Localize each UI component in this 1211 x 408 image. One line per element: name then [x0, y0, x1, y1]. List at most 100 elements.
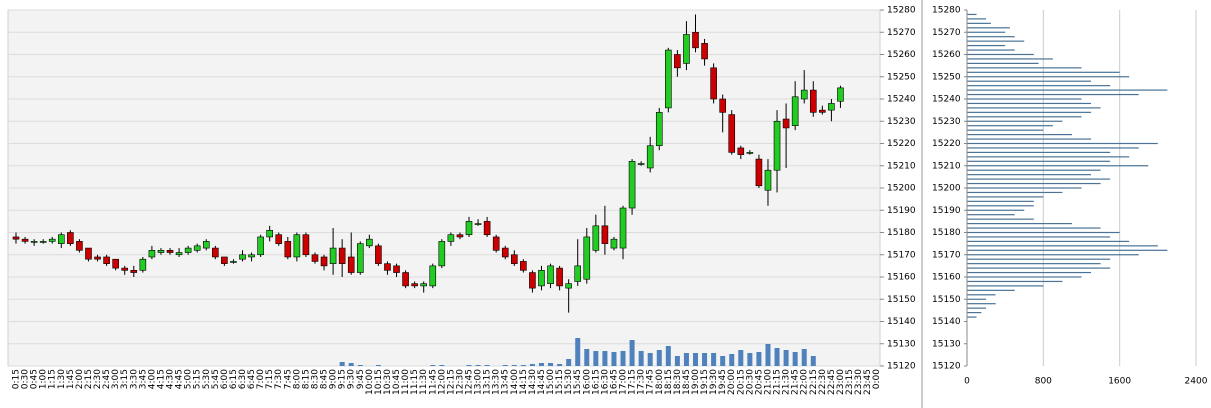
y-tick-label: 15220: [932, 139, 961, 149]
candle-body: [293, 234, 301, 258]
x-tick-label: 23:15: [845, 369, 855, 395]
candle-body: [21, 238, 29, 242]
x-tick-label: 7:15: [265, 369, 275, 389]
x-tick-label: 4:45: [175, 369, 185, 389]
candle-body: [94, 256, 101, 260]
x-tick-label: 7:00: [256, 369, 266, 389]
candle-body: [710, 67, 717, 100]
volume-bar: [566, 359, 572, 366]
x-tick-label: 19:30: [709, 369, 719, 395]
x-tick-label: 20:45: [754, 369, 764, 395]
x-tick-label: 0: [964, 377, 970, 387]
x-tick-label: 15:30: [564, 369, 574, 395]
x-tick-label: 14:30: [528, 369, 538, 395]
volume-bar: [430, 365, 436, 366]
profile-bar: [967, 18, 987, 20]
profile-bar: [967, 254, 1139, 256]
x-tick-label: 22:30: [818, 369, 828, 395]
volume-bar: [693, 353, 698, 366]
profile-bar: [967, 71, 1120, 73]
volume-bar: [529, 364, 535, 366]
x-tick-label: 23:45: [863, 369, 873, 395]
candle-body: [112, 258, 119, 269]
candle-body: [230, 261, 237, 263]
candle-body: [139, 258, 147, 271]
volume-bar: [774, 348, 780, 366]
x-tick-label: 2:30: [93, 369, 103, 389]
candle-body: [375, 245, 382, 264]
candle-body: [239, 254, 246, 260]
profile-bar: [967, 307, 987, 309]
x-tick-label: 8:45: [320, 369, 330, 389]
candle-body: [248, 254, 255, 258]
candle-body: [773, 120, 781, 171]
x-tick-label: 19:15: [700, 369, 710, 395]
profile-bar: [967, 200, 1034, 202]
x-tick-label: 2:15: [84, 369, 94, 389]
volume-bar: [665, 346, 671, 366]
profile-bar: [967, 160, 1111, 162]
candle-body: [483, 221, 491, 236]
volume-bar: [638, 351, 644, 366]
x-tick-label: 19:00: [691, 369, 701, 395]
x-tick-label: 14:00: [510, 369, 520, 395]
candle-body: [692, 31, 699, 49]
candle-body: [492, 236, 500, 251]
profile-bar: [967, 67, 1082, 69]
candle-body: [266, 229, 273, 238]
candle-body: [619, 207, 627, 249]
y-tick-label: 15240: [932, 95, 961, 105]
volume-bar: [538, 363, 544, 366]
x-tick-label: 18:15: [664, 369, 674, 395]
volume-bar: [484, 365, 490, 366]
candle-body: [465, 221, 473, 236]
x-tick-label: 12:30: [455, 369, 465, 395]
profile-bar: [967, 240, 1130, 242]
x-tick-label: 15:00: [546, 369, 556, 395]
y-tick-label: 15270: [887, 28, 916, 38]
profile-bar: [967, 76, 1130, 78]
x-tick-label: 7:30: [274, 369, 284, 389]
x-tick-label: 6:00: [220, 369, 230, 389]
x-tick-label: 16:00: [582, 369, 592, 395]
profile-bar: [967, 40, 1025, 42]
y-tick-label: 15270: [932, 28, 961, 38]
profile-bar: [967, 156, 1130, 158]
candle-body: [456, 234, 464, 238]
candle-body: [30, 241, 38, 243]
profile-bar: [967, 178, 1111, 180]
x-tick-label: 22:45: [827, 369, 837, 395]
candle-body: [800, 89, 808, 100]
x-tick-label: 12:00: [437, 369, 447, 395]
candle-body: [438, 241, 446, 267]
profile-bar: [967, 187, 1082, 189]
volume-bar: [656, 350, 662, 366]
x-tick-label: 21:15: [773, 369, 783, 395]
volume-bar: [738, 350, 744, 366]
volume-bar: [647, 353, 653, 366]
profile-bar: [967, 271, 1092, 274]
candle-body: [556, 267, 563, 287]
profile-bar: [967, 196, 1044, 198]
profile-bar: [967, 49, 1015, 51]
profile-bar: [967, 182, 1101, 185]
candle-body: [402, 272, 409, 287]
volume-bar: [792, 352, 798, 366]
candle-body: [791, 96, 799, 127]
y-tick-label: 15180: [932, 228, 961, 238]
profile-bar: [967, 93, 1139, 96]
volume-bar: [584, 349, 590, 366]
candle-body: [637, 163, 645, 165]
volume-bar: [511, 365, 517, 366]
candle-body: [501, 247, 509, 258]
profile-bar: [967, 58, 1053, 60]
profile-bar: [967, 169, 1101, 171]
profile-bar: [967, 231, 1120, 234]
profile-bar: [967, 249, 1168, 251]
profile-bar: [967, 134, 1072, 136]
candle-body: [782, 118, 790, 129]
profile-bar: [967, 129, 1044, 131]
profile-bar: [967, 31, 1006, 33]
profile-bar: [967, 62, 1039, 64]
